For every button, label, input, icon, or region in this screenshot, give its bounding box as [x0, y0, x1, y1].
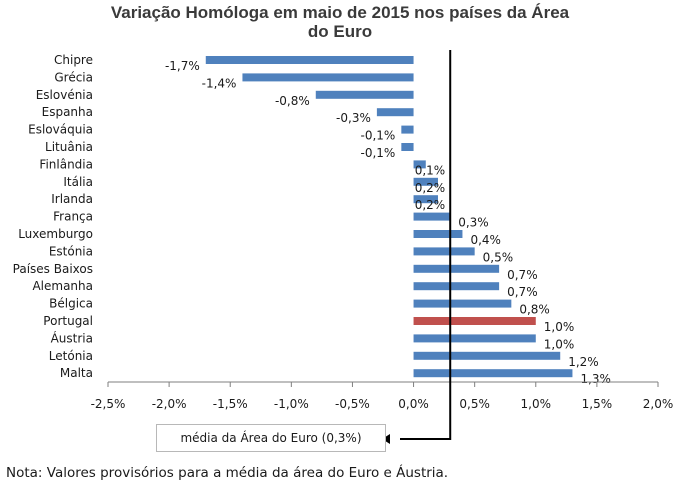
- bar: [413, 282, 500, 291]
- bar: [401, 125, 414, 134]
- category-label: Finlândia: [39, 157, 93, 171]
- category-label: Irlanda: [51, 192, 93, 206]
- data-label: 1,2%: [568, 355, 599, 369]
- category-label: Alemanha: [32, 279, 93, 293]
- bar: [315, 90, 414, 99]
- category-label: Chipre: [54, 53, 93, 67]
- bar: [413, 177, 438, 186]
- x-tick-label: 0,5%: [459, 397, 490, 411]
- bar: [413, 317, 536, 325]
- data-label: 1,0%: [544, 337, 575, 351]
- x-tick-label: -2,5%: [91, 397, 126, 411]
- x-tick-label: -1,0%: [274, 397, 309, 411]
- data-label: 0,2%: [415, 181, 446, 195]
- category-label: Portugal: [43, 314, 93, 328]
- category-label: Letónia: [49, 349, 93, 363]
- category-label: Estónia: [49, 244, 93, 258]
- bar: [413, 230, 463, 238]
- x-tick-label: -2,0%: [152, 397, 187, 411]
- data-label: 1,3%: [580, 372, 611, 386]
- category-label: Malta: [60, 366, 93, 380]
- x-tick-label: 1,5%: [582, 397, 613, 411]
- bar: [413, 247, 475, 256]
- data-label: -0,8%: [275, 94, 310, 108]
- x-tick-label: -0,5%: [335, 397, 370, 411]
- bar: [413, 299, 512, 308]
- footnote: Nota: Valores provisórios para a média d…: [6, 465, 449, 481]
- category-label: Eslováquia: [28, 123, 93, 137]
- reference-label-box: média da Área do Euro (0,3%): [156, 424, 386, 452]
- x-tick-label: -1,5%: [213, 397, 248, 411]
- bar: [413, 160, 426, 169]
- category-label: Países Baixos: [13, 262, 93, 276]
- category-label: Luxemburgo: [18, 227, 93, 241]
- data-label: -1,4%: [202, 76, 237, 90]
- bar: [413, 195, 438, 204]
- data-label: -1,7%: [165, 59, 200, 73]
- data-label: 0,7%: [507, 268, 537, 282]
- data-label: 0,4%: [470, 233, 501, 247]
- bar: [413, 369, 573, 378]
- bar: [413, 334, 536, 343]
- data-label: 0,2%: [415, 198, 446, 212]
- bar: [413, 264, 500, 273]
- category-label: Lituânia: [45, 140, 93, 154]
- category-label: Áustria: [51, 330, 93, 345]
- bar: [413, 212, 451, 221]
- x-tick-label: 1,0%: [521, 397, 552, 411]
- category-label: Itália: [63, 175, 93, 189]
- arrow-head-icon: [382, 434, 390, 444]
- data-label: 0,8%: [519, 303, 550, 317]
- data-label: -0,3%: [336, 111, 371, 125]
- chart-title: Variação Homóloga em maio de 2015 nos pa…: [0, 3, 680, 41]
- category-label: França: [53, 210, 93, 224]
- data-label: -0,1%: [361, 146, 396, 160]
- data-label: 0,1%: [415, 163, 446, 177]
- data-label: 1,0%: [544, 320, 575, 334]
- category-label: Bélgica: [49, 297, 93, 311]
- chart-title-line1: Variação Homóloga em maio de 2015 nos pa…: [110, 3, 570, 22]
- data-label: -0,1%: [361, 129, 396, 143]
- bar: [205, 56, 414, 64]
- category-label: Grécia: [54, 70, 93, 84]
- category-label: Espanha: [42, 105, 93, 119]
- bar: [376, 108, 414, 117]
- data-label: 0,7%: [507, 285, 537, 299]
- category-label: Eslovénia: [36, 88, 93, 102]
- x-tick-label: 0,0%: [398, 397, 429, 411]
- bar: [401, 143, 414, 151]
- bar: [413, 351, 561, 360]
- data-label: 0,5%: [483, 250, 513, 264]
- bar: [242, 73, 414, 82]
- x-tick-label: 2,0%: [643, 397, 674, 411]
- chart-title-line2: do Euro: [307, 22, 373, 41]
- data-label: 0,3%: [458, 216, 489, 230]
